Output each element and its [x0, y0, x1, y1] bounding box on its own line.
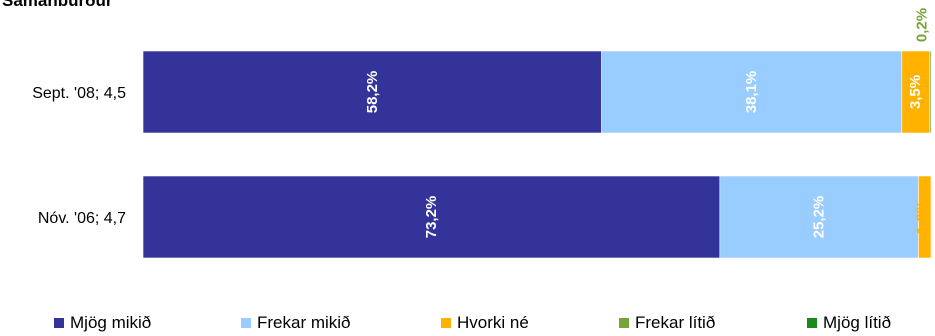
legend-item: Frekar mikið: [241, 313, 351, 333]
legend-label: Mjög lítið: [823, 313, 892, 332]
data-label: 38,1%: [743, 71, 760, 114]
legend-swatch: [441, 318, 451, 328]
data-label: 25,2%: [811, 196, 828, 239]
category-label: Nóv. '06; 4,7: [38, 210, 126, 227]
legend-label: Mjög mikið: [70, 313, 152, 332]
bar-segment: [601, 50, 903, 134]
legend-swatch: [54, 318, 64, 328]
data-label: 1,6%: [914, 200, 931, 234]
legend-swatch: [807, 318, 817, 328]
data-label: 58,2%: [364, 71, 381, 114]
bar-segment: [142, 175, 721, 259]
data-label: 0,2%: [914, 8, 931, 42]
data-label: 3,5%: [907, 75, 924, 109]
legend-label: Frekar lítið: [635, 313, 716, 332]
category-label: Sept. '08; 4,5: [32, 85, 126, 102]
legend-swatch: [619, 318, 629, 328]
chart-legend: Mjög mikið Frekar mikið Hvorki né Frekar lí…: [54, 313, 935, 335]
legend-label: Frekar mikið: [257, 313, 351, 332]
legend-item: Frekar lítið: [619, 313, 715, 333]
legend-item: Hvorki né: [441, 313, 529, 333]
bar-segment: [719, 175, 919, 259]
legend-item: Mjög lítið: [807, 313, 891, 333]
bar-segment: [929, 50, 932, 134]
data-label: 73,2%: [423, 196, 440, 239]
bar-segment: [142, 50, 602, 134]
chart-title: Samanburður: [2, 0, 113, 10]
legend-label: Hvorki né: [457, 313, 529, 332]
legend-item: Mjög mikið: [54, 313, 151, 333]
bar-segment: [918, 175, 932, 259]
legend-swatch: [241, 318, 251, 328]
